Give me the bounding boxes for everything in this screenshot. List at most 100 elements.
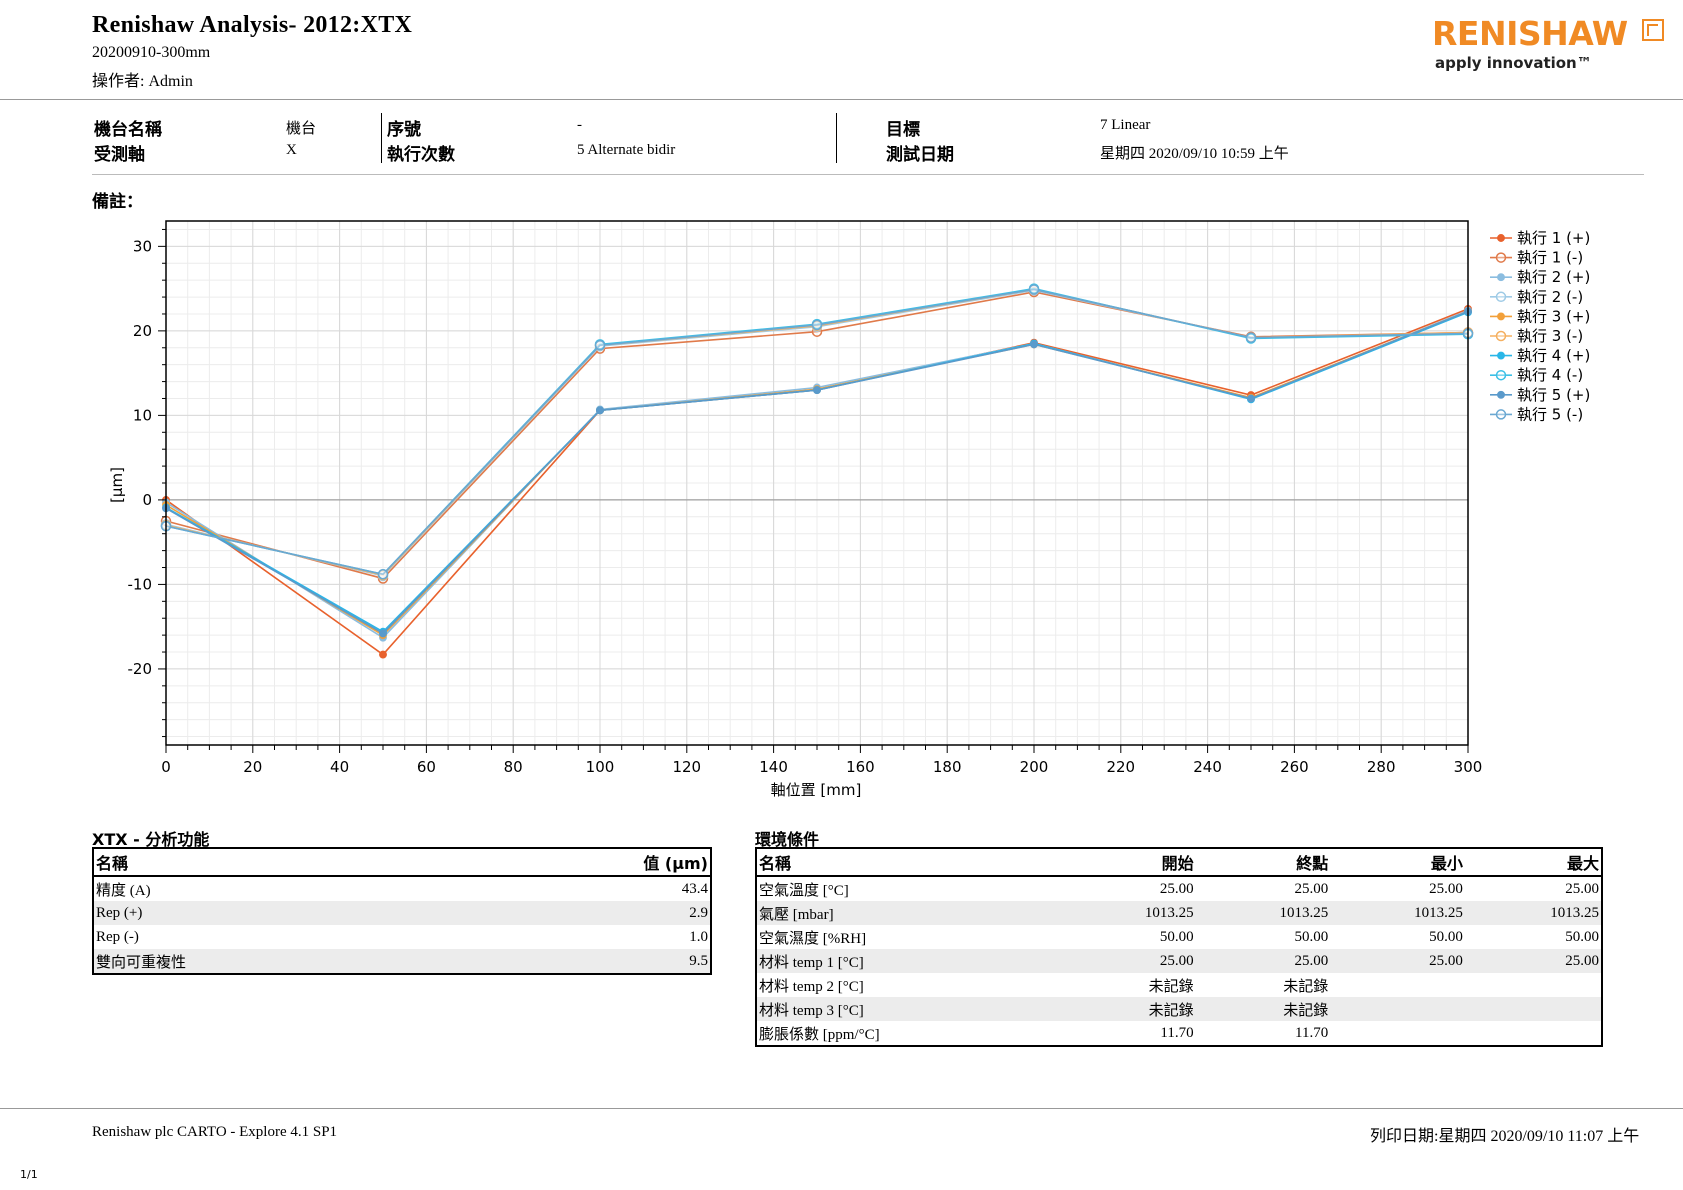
env-cell-min bbox=[1330, 1021, 1465, 1046]
data-point bbox=[594, 339, 606, 351]
y-tick-label: 10 bbox=[133, 406, 152, 424]
legend-marker bbox=[1495, 409, 1507, 420]
legend-label: 執行 4 (+) bbox=[1517, 347, 1590, 365]
env-cell-start: 50.00 bbox=[1159, 928, 1194, 945]
series-line bbox=[165, 288, 1469, 576]
env-cell-name: 氣壓 [mbar] bbox=[756, 901, 1061, 925]
x-axis-label: 軸位置 [mm] bbox=[771, 781, 862, 799]
env-cell-min: 25.00 bbox=[1429, 880, 1463, 897]
analysis-cell-name: 雙向可重複性 bbox=[93, 949, 450, 974]
table-row: 材料 temp 3 [°C] 未記錄 未記錄 bbox=[756, 997, 1602, 1021]
x-tick-label: 0 bbox=[161, 758, 171, 776]
table-row: Rep (-) 1.0 bbox=[93, 925, 711, 949]
legend-label: 執行 5 (-) bbox=[1517, 405, 1583, 423]
legend-item: 執行 3 (+) bbox=[1490, 307, 1590, 325]
env-cell-end: 未記錄 bbox=[1283, 978, 1329, 995]
report-title: Renishaw Analysis- 2012:XTX bbox=[92, 12, 413, 38]
analysis-col-value: 值 (µm) bbox=[449, 848, 711, 877]
target-value: 7 Linear bbox=[1100, 117, 1151, 133]
chart-tick-labels: 0 20 40 60 80 100 120 140 160 180 200 220 240 260 280 3… bbox=[128, 237, 1483, 776]
analysis-table-title: XTX - 分析功能 bbox=[92, 830, 210, 849]
x-tick-label: 60 bbox=[417, 758, 436, 776]
env-cell-name: 材料 temp 2 [°C] bbox=[759, 978, 864, 995]
target-label: 目標 bbox=[886, 120, 920, 140]
env-col-end: 終點 bbox=[1195, 848, 1331, 877]
info-divider bbox=[381, 113, 382, 163]
env-cell-min: 50.00 bbox=[1429, 928, 1463, 945]
renishaw-logo: RENISHAW apply innovation™ bbox=[1432, 14, 1670, 76]
footer-print-date: 列印日期:星期四 2020/09/10 11:07 上午 bbox=[1370, 1128, 1640, 1145]
env-col-start: 開始 bbox=[1061, 848, 1196, 877]
table-row: 材料 temp 1 [°C] 25.00 25.00 25.00 25.00 bbox=[756, 949, 1602, 973]
chart-series-group bbox=[160, 283, 1474, 659]
x-tick-label: 20 bbox=[243, 758, 262, 776]
x-tick-label: 300 bbox=[1454, 758, 1483, 776]
analysis-cell-value: 2.9 bbox=[449, 901, 711, 925]
legend-item: 執行 1 (+) bbox=[1490, 229, 1590, 247]
env-col-max: 最大 bbox=[1464, 848, 1602, 877]
analysis-cell-name: Rep (-) bbox=[96, 928, 139, 945]
env-cell-name: 空氣溫度 [°C] bbox=[759, 882, 849, 899]
logo-wordmark: RENISHAW bbox=[1432, 14, 1628, 53]
y-tick-label: -10 bbox=[128, 575, 153, 593]
env-cell-max: 50.00 bbox=[1565, 928, 1599, 945]
y-tick-label: 0 bbox=[142, 491, 152, 509]
env-cell-start: 未記錄 bbox=[1148, 978, 1194, 995]
env-cell-min bbox=[1330, 973, 1465, 997]
env-cell-max: 25.00 bbox=[1565, 880, 1599, 897]
legend-label: 執行 4 (-) bbox=[1517, 366, 1583, 384]
analysis-cell-value: 1.0 bbox=[689, 928, 708, 945]
x-tick-label: 200 bbox=[1020, 758, 1049, 776]
legend-item: 執行 5 (-) bbox=[1490, 405, 1583, 423]
test-date-label: 測試日期 bbox=[886, 145, 954, 165]
info-divider-line bbox=[92, 174, 1644, 175]
logo-tagline: apply innovation™ bbox=[1435, 54, 1592, 72]
legend-marker bbox=[1497, 273, 1505, 282]
footer-divider bbox=[0, 1108, 1683, 1109]
y-tick-label: -20 bbox=[128, 660, 153, 678]
legend-item: 執行 4 (+) bbox=[1490, 347, 1590, 365]
data-point bbox=[813, 386, 821, 394]
legend-item: 執行 5 (+) bbox=[1490, 386, 1590, 404]
data-point bbox=[596, 406, 604, 415]
data-point bbox=[1245, 332, 1257, 343]
y-tick-label: 30 bbox=[133, 237, 152, 255]
runs-label: 執行次數 bbox=[387, 145, 455, 165]
data-point bbox=[379, 629, 387, 638]
env-col-name: 名稱 bbox=[756, 848, 1061, 877]
env-cell-start: 11.70 bbox=[1160, 1024, 1194, 1041]
env-cell-start: 1013.25 bbox=[1061, 901, 1196, 925]
table-row: 氣壓 [mbar] 1013.25 1013.25 1013.25 1013.25 bbox=[756, 901, 1602, 925]
x-tick-label: 120 bbox=[672, 758, 701, 776]
env-cell-name: 材料 temp 3 [°C] bbox=[756, 997, 1061, 1021]
legend-item: 執行 1 (-) bbox=[1490, 249, 1583, 267]
x-tick-label: 280 bbox=[1367, 758, 1396, 776]
x-tick-label: 220 bbox=[1106, 758, 1135, 776]
legend-label: 執行 3 (-) bbox=[1517, 327, 1583, 345]
legend-marker bbox=[1497, 351, 1505, 360]
legend-marker bbox=[1495, 252, 1507, 263]
page-number: 1/1 bbox=[20, 1168, 38, 1181]
legend-marker bbox=[1497, 312, 1505, 321]
chart-axes bbox=[158, 220, 1469, 753]
machine-name-label: 機台名稱 bbox=[94, 120, 162, 140]
env-cell-name: 膨脹係數 [ppm/°C] bbox=[759, 1026, 880, 1043]
table-row: 材料 temp 2 [°C] 未記錄 未記錄 bbox=[756, 973, 1602, 997]
analysis-cell-value: 9.5 bbox=[449, 949, 711, 974]
environment-table-title: 環境條件 bbox=[755, 830, 820, 849]
x-tick-label: 100 bbox=[586, 758, 615, 776]
table-row: 膨脹係數 [ppm/°C] 11.70 11.70 bbox=[756, 1021, 1602, 1046]
env-cell-min: 25.00 bbox=[1330, 949, 1465, 973]
env-cell-min bbox=[1330, 997, 1465, 1021]
error-chart: 0 20 40 60 80 100 120 140 160 180 200 220 240 260 280 3… bbox=[108, 220, 1590, 799]
info-divider bbox=[836, 113, 837, 163]
env-cell-max: 1013.25 bbox=[1464, 901, 1602, 925]
env-cell-max bbox=[1465, 1021, 1602, 1046]
legend-marker bbox=[1497, 390, 1505, 399]
x-tick-label: 240 bbox=[1193, 758, 1222, 776]
data-point bbox=[1030, 340, 1038, 349]
legend-label: 執行 1 (-) bbox=[1517, 249, 1583, 267]
operator-label: 操作者: Admin bbox=[92, 73, 193, 90]
data-point bbox=[811, 319, 823, 331]
header-divider bbox=[0, 99, 1683, 100]
